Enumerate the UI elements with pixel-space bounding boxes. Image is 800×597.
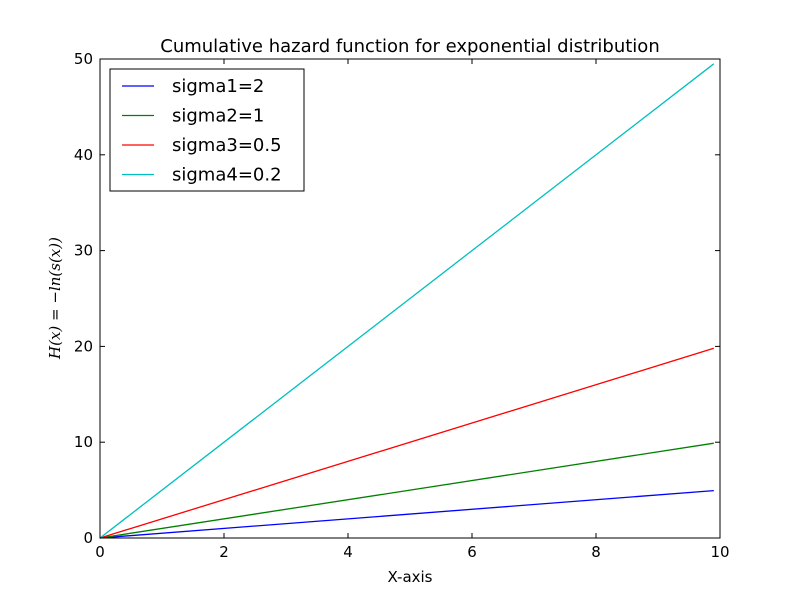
y-tick-label: 10 bbox=[74, 433, 93, 451]
chart-title: Cumulative hazard function for exponenti… bbox=[160, 36, 659, 57]
x-tick-label: 2 bbox=[219, 543, 229, 561]
series-line-2 bbox=[99, 442, 714, 539]
series-line-1 bbox=[99, 489, 714, 539]
legend-label-2: sigma2=1 bbox=[172, 106, 264, 127]
series-line-4 bbox=[99, 63, 715, 539]
plot-frame bbox=[99, 58, 721, 539]
x-tick-label: 6 bbox=[467, 543, 477, 561]
legend: sigma1=2 sigma2=1 sigma3=0.5 sigma4=0.2 bbox=[109, 68, 305, 192]
y-tick-label: 40 bbox=[74, 146, 93, 164]
legend-box bbox=[109, 68, 305, 192]
x-axis-label: X-axis bbox=[388, 568, 433, 586]
legend-label-4: sigma4=0.2 bbox=[172, 165, 282, 186]
y-tick-label: 20 bbox=[74, 337, 93, 355]
y-tick-label: 30 bbox=[74, 242, 93, 260]
x-tick-label: 0 bbox=[95, 543, 105, 561]
legend-label-1: sigma1=2 bbox=[172, 76, 264, 97]
y-axis-label: H(x) = −ln(s(x)) bbox=[46, 237, 64, 360]
x-tick-label: 8 bbox=[591, 543, 601, 561]
series-line-3 bbox=[99, 347, 714, 539]
x-ticks: 0 2 4 6 8 10 bbox=[95, 59, 730, 561]
plot-lines bbox=[99, 63, 715, 539]
legend-label-3: sigma3=0.5 bbox=[172, 135, 282, 156]
x-tick-label: 4 bbox=[343, 543, 353, 561]
x-tick-label: 10 bbox=[710, 543, 729, 561]
y-tick-label: 0 bbox=[83, 529, 93, 547]
y-tick-label: 50 bbox=[74, 50, 93, 68]
y-ticks: 0 10 20 30 40 50 bbox=[74, 50, 720, 547]
